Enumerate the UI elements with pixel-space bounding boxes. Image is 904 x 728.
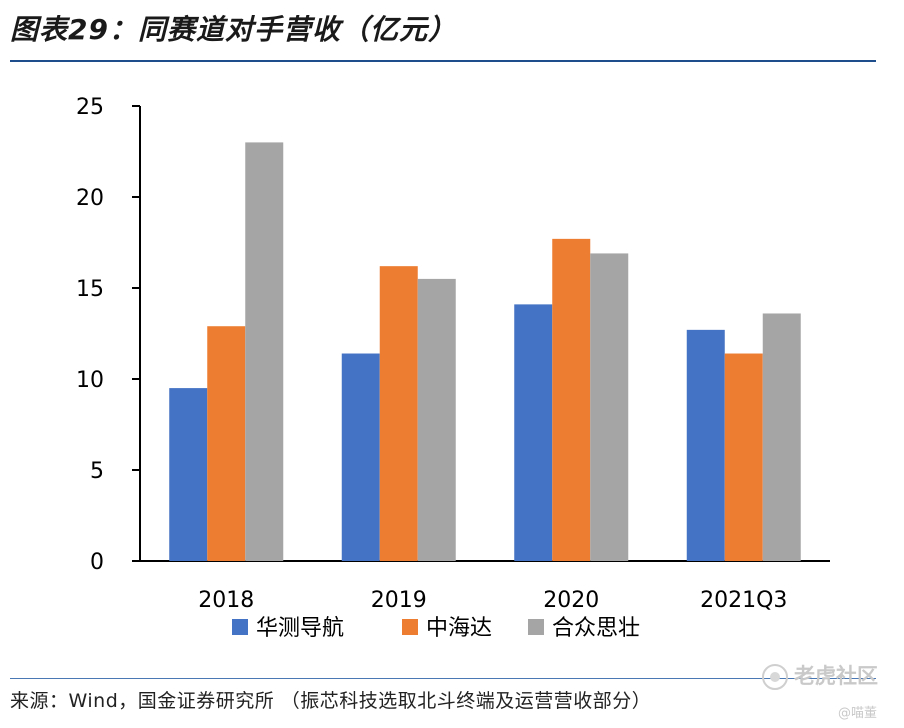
legend-label-华测导航: 华测导航 (256, 616, 344, 641)
legend-swatch-中海达 (402, 619, 418, 635)
watermark-handle: @喵董 (838, 706, 878, 721)
footer-divider (10, 678, 876, 679)
bar-合众思壮-2019 (417, 278, 456, 561)
y-tick-label: 15 (76, 277, 104, 302)
x-tick-label: 2019 (371, 588, 427, 613)
y-tick-label: 5 (90, 459, 104, 484)
legend-swatch-合众思壮 (528, 619, 544, 635)
y-tick-label: 20 (76, 186, 104, 211)
bar-中海达-2019 (379, 266, 418, 561)
bar-合众思壮-2020 (590, 253, 629, 562)
bar-chart: 0 5 10 15 20 25 2018 2019 2020 2021Q3 华测导航 中海达 合众思壮 (76, 95, 830, 641)
legend-label-中海达: 中海达 (426, 616, 492, 641)
bar-华测导航-2020 (514, 304, 553, 561)
x-tick-label: 2018 (198, 588, 254, 613)
title-divider (10, 60, 876, 62)
bar-中海达-2020 (552, 238, 591, 562)
x-tick-label: 2020 (543, 588, 599, 613)
x-tick-label: 2021Q3 (700, 588, 787, 613)
bar-中海达-2018 (207, 326, 246, 561)
legend-swatch-华测导航 (232, 619, 248, 635)
watermark: 老虎社区 (762, 660, 878, 690)
bar-华测导航-2018 (169, 388, 208, 561)
bar-合众思壮-2021Q3 (762, 313, 801, 561)
tiger-logo-icon (762, 664, 788, 690)
bar-合众思壮-2018 (245, 142, 284, 561)
y-tick-label: 25 (76, 95, 104, 120)
watermark-text: 老虎社区 (794, 664, 878, 688)
source-note: 来源：Wind，国金证券研究所 （振芯科技选取北斗终端及运营营收部分） (10, 690, 652, 712)
y-tick-label: 10 (76, 368, 104, 393)
chart-title: 图表29：同赛道对手营收（亿元） (10, 13, 457, 46)
legend-label-合众思壮: 合众思壮 (552, 616, 640, 641)
y-tick-label: 0 (90, 550, 104, 575)
bar-华测导航-2019 (341, 353, 380, 561)
bar-华测导航-2021Q3 (686, 329, 725, 561)
bar-中海达-2021Q3 (724, 353, 763, 561)
